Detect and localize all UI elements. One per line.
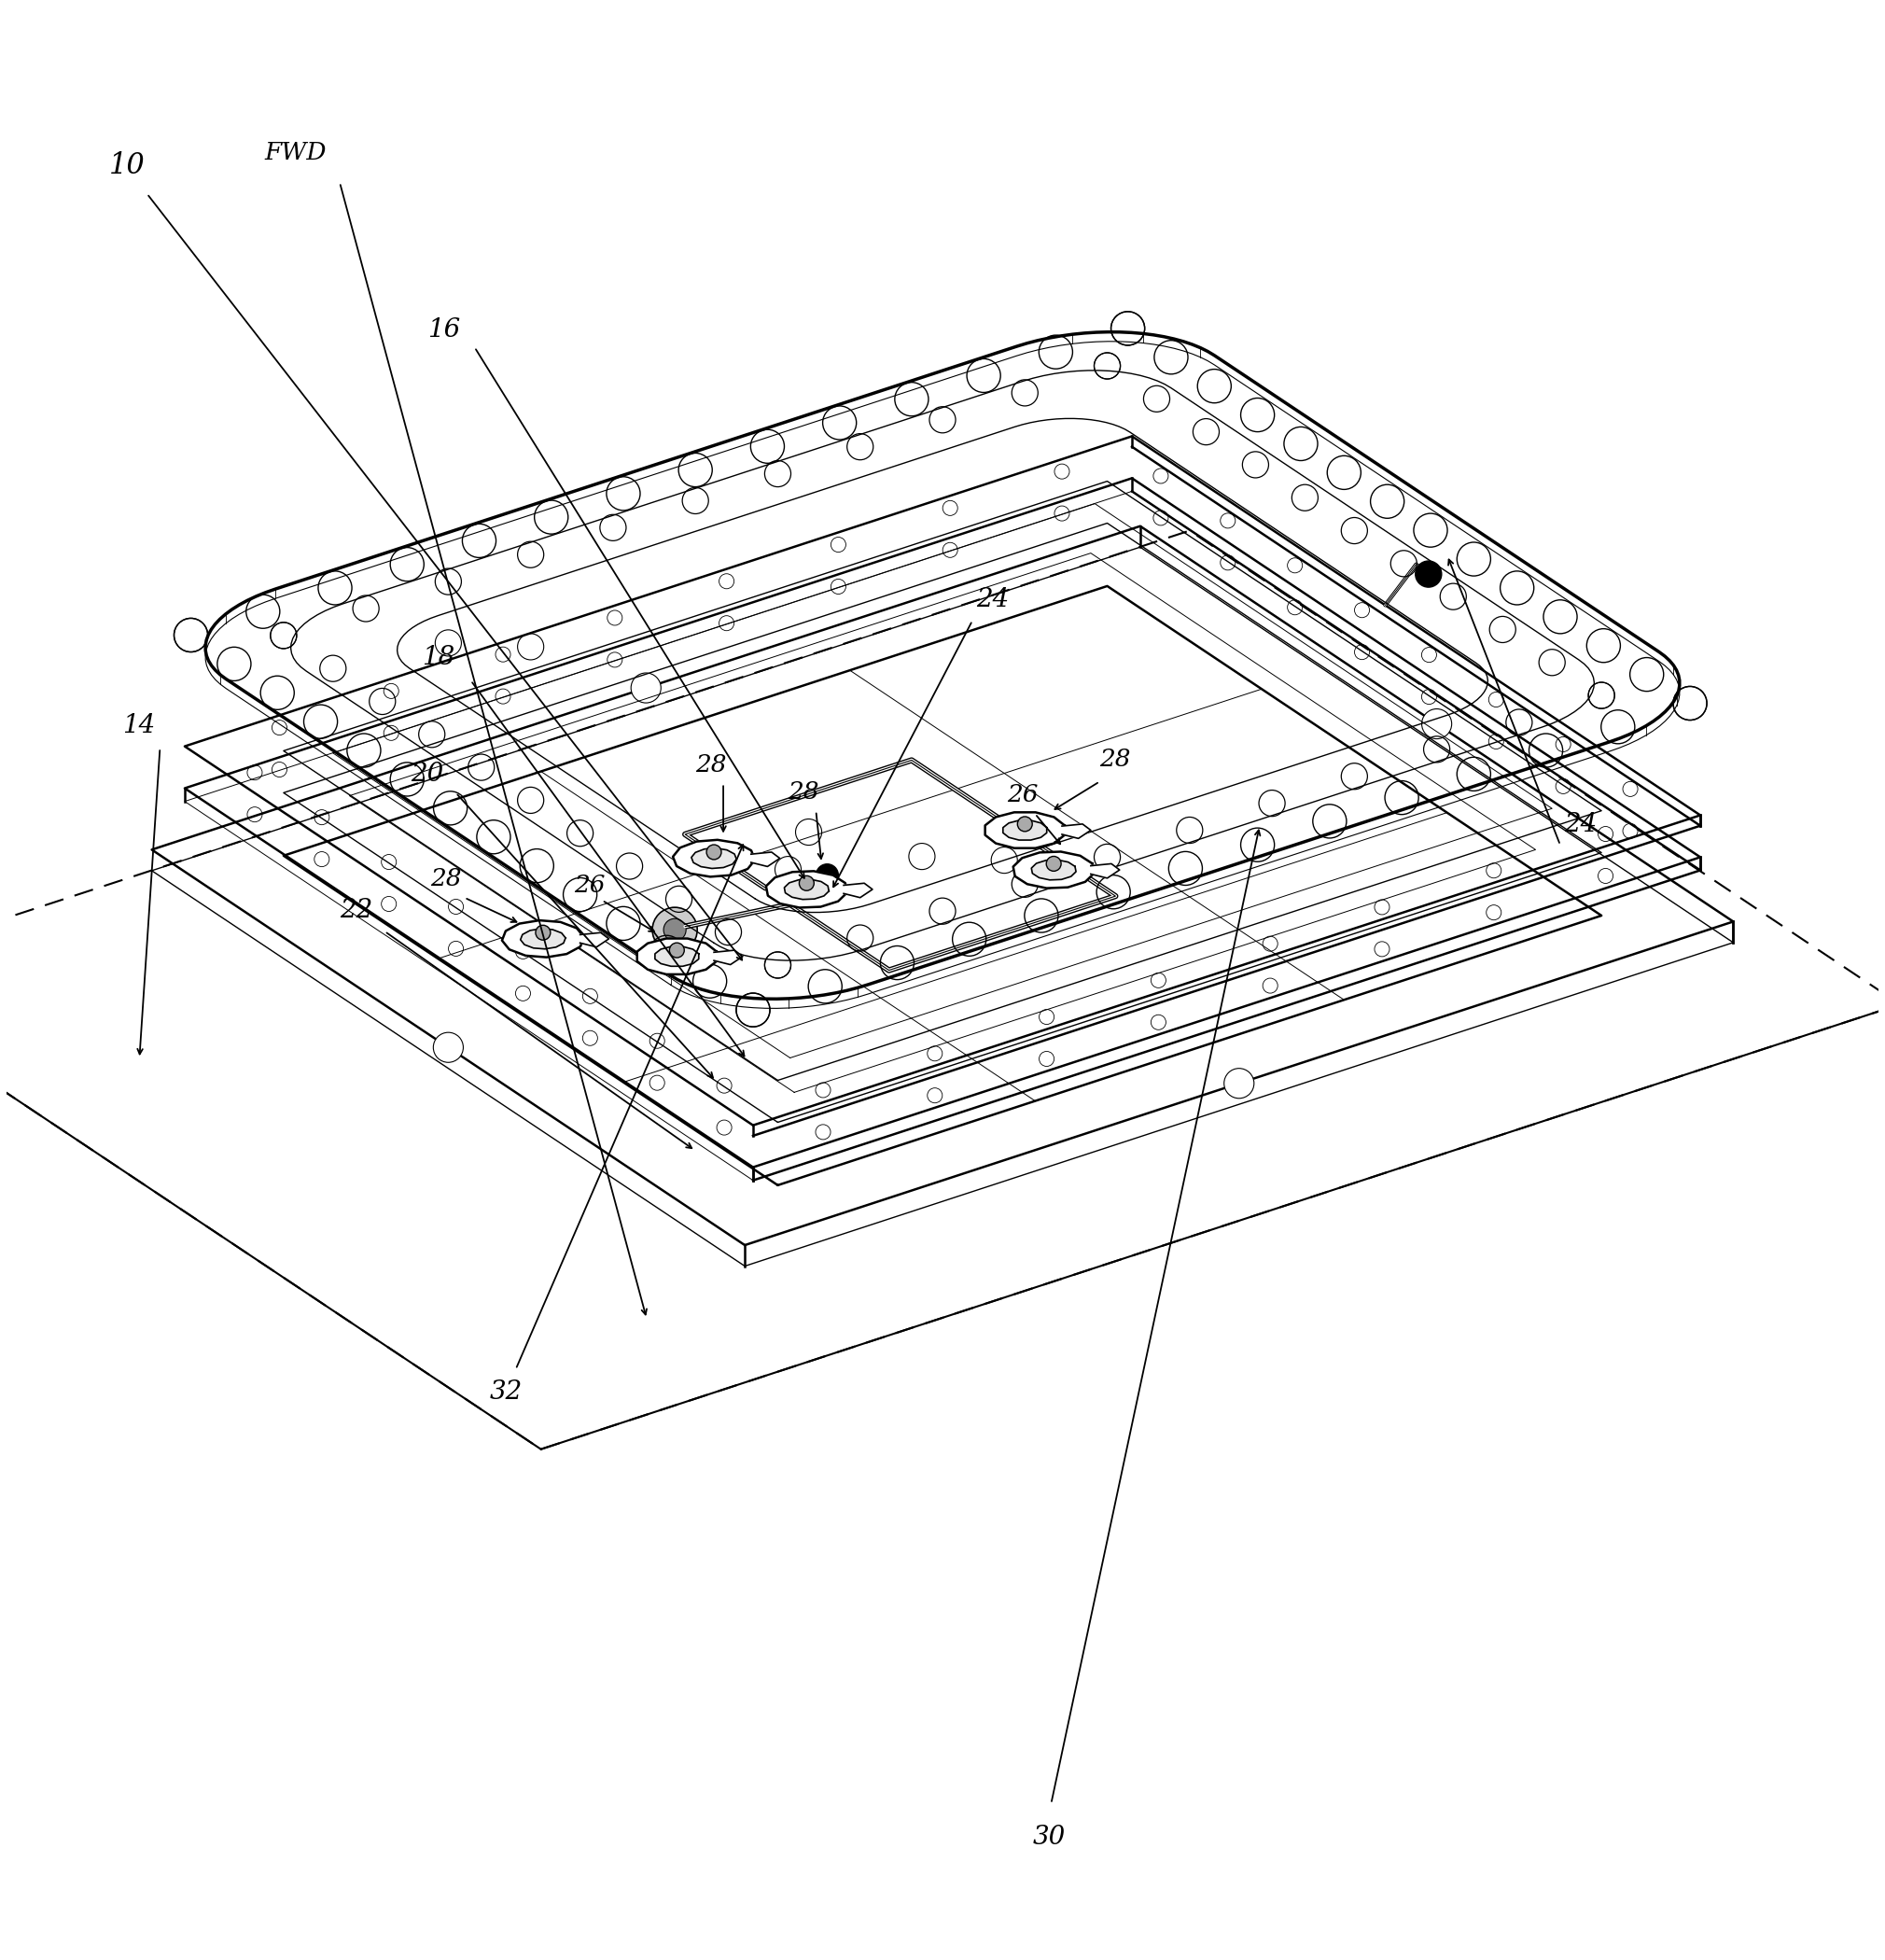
Circle shape bbox=[669, 943, 684, 958]
Circle shape bbox=[1018, 817, 1033, 831]
Text: 24: 24 bbox=[1565, 811, 1597, 837]
Circle shape bbox=[434, 1033, 464, 1062]
Polygon shape bbox=[750, 853, 780, 866]
Text: 18: 18 bbox=[422, 645, 454, 670]
Text: 28: 28 bbox=[788, 780, 820, 804]
Polygon shape bbox=[673, 839, 756, 876]
Circle shape bbox=[816, 864, 839, 886]
Circle shape bbox=[631, 672, 662, 704]
Text: 20: 20 bbox=[411, 760, 443, 786]
Polygon shape bbox=[784, 880, 829, 900]
Circle shape bbox=[1421, 710, 1451, 739]
Circle shape bbox=[664, 919, 686, 941]
Circle shape bbox=[1416, 561, 1442, 588]
Circle shape bbox=[652, 907, 697, 953]
Text: 26: 26 bbox=[573, 874, 605, 898]
Circle shape bbox=[535, 925, 550, 941]
Circle shape bbox=[1046, 857, 1061, 870]
Polygon shape bbox=[844, 884, 873, 898]
Polygon shape bbox=[765, 870, 846, 907]
Polygon shape bbox=[1031, 860, 1076, 880]
Circle shape bbox=[799, 876, 814, 890]
Text: 28: 28 bbox=[430, 866, 462, 890]
Text: 24: 24 bbox=[976, 588, 1008, 613]
Text: FWD: FWD bbox=[264, 141, 326, 165]
Polygon shape bbox=[714, 951, 743, 964]
Polygon shape bbox=[520, 929, 566, 949]
Circle shape bbox=[1223, 1068, 1254, 1098]
Text: 14: 14 bbox=[123, 713, 155, 739]
Polygon shape bbox=[692, 849, 737, 868]
Polygon shape bbox=[1012, 853, 1095, 888]
Text: 26: 26 bbox=[1007, 784, 1039, 808]
Text: 10: 10 bbox=[109, 151, 145, 180]
Polygon shape bbox=[581, 933, 609, 947]
Text: 16: 16 bbox=[428, 318, 460, 343]
Text: 32: 32 bbox=[490, 1380, 522, 1405]
Text: 28: 28 bbox=[1099, 747, 1131, 770]
Polygon shape bbox=[1003, 821, 1046, 841]
Polygon shape bbox=[1061, 823, 1091, 839]
Text: 28: 28 bbox=[696, 753, 726, 776]
Polygon shape bbox=[1091, 864, 1120, 878]
Circle shape bbox=[707, 845, 722, 860]
Text: 30: 30 bbox=[1033, 1825, 1065, 1850]
Polygon shape bbox=[501, 921, 584, 956]
Polygon shape bbox=[637, 939, 716, 974]
Polygon shape bbox=[986, 811, 1065, 849]
Polygon shape bbox=[654, 947, 699, 966]
Text: 22: 22 bbox=[339, 898, 373, 923]
